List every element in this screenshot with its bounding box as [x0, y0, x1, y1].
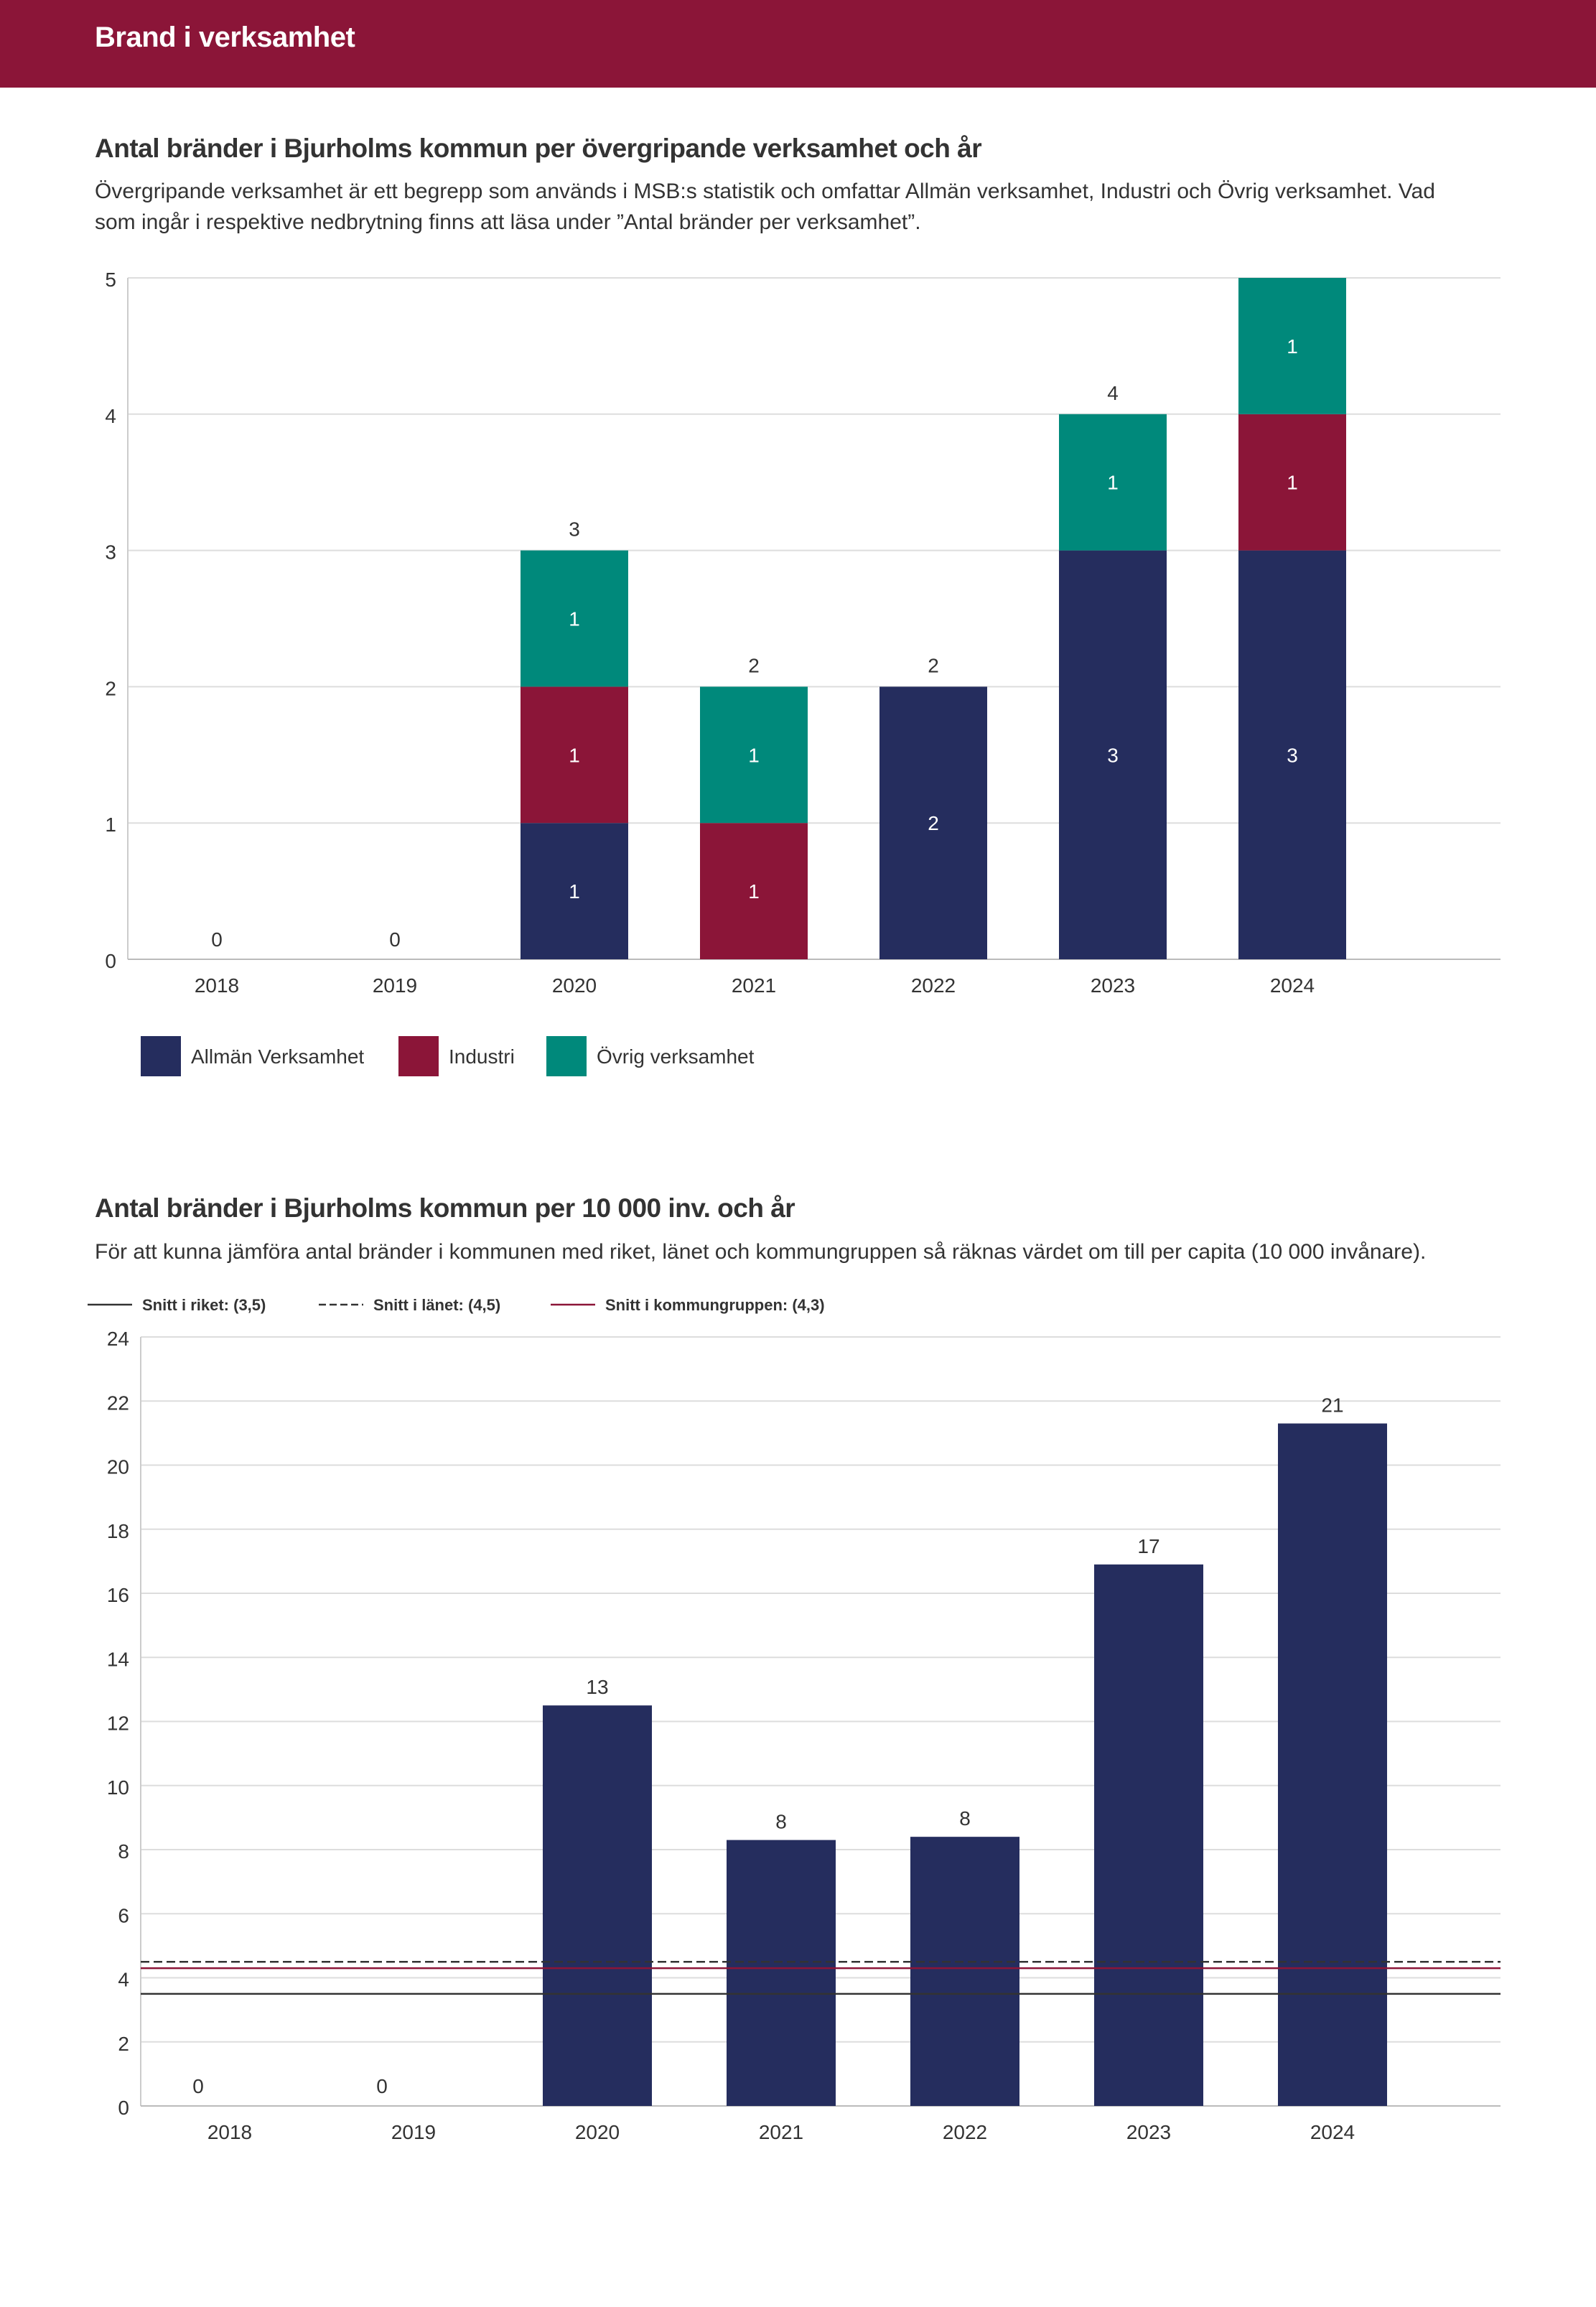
chart1-y-tick-label: 4	[105, 405, 116, 427]
chart1-bar-segment	[1059, 414, 1167, 551]
chart1-legend-label: Industri	[449, 1045, 515, 1068]
chart1-legend-label: Allmän Verksamhet	[191, 1045, 364, 1068]
chart2-y-tick-label: 24	[107, 1328, 129, 1350]
chart1-legend-swatch	[141, 1036, 181, 1076]
chart1-y-tick-label: 1	[105, 814, 116, 836]
chart2-description: För att kunna jämföra antal bränder i ko…	[95, 1240, 1427, 1264]
chart2-value-label: 0	[376, 2075, 388, 2097]
chart2-value-label: 0	[192, 2075, 204, 2097]
chart1-x-tick-label: 2020	[552, 974, 597, 997]
chart1-total-label: 2	[748, 654, 760, 676]
chart2-y-tick-label: 2	[118, 2033, 129, 2055]
chart1-legend: Allmän Verksamhet Industri Övrig verksamhe…	[141, 1036, 755, 1076]
chart1-segment-label: 2	[928, 812, 939, 834]
chart2-y-tick-label: 20	[107, 1456, 129, 1478]
chart1-segment-label: 1	[748, 744, 760, 766]
chart1-bar-segment	[1238, 414, 1346, 551]
chart2-reference-legend-label: Snitt i kommungruppen: (4,3)	[605, 1296, 825, 1314]
banner-title: Brand i verksamhet	[95, 22, 355, 53]
chart1-total-label: 2	[928, 654, 939, 676]
chart2-y-tick-label: 22	[107, 1392, 129, 1414]
chart1-bar-segment	[700, 823, 808, 959]
chart2-title: Antal bränder i Bjurholms kommun per 10 …	[95, 1193, 795, 1223]
chart2-reference-legend-label: Snitt i riket: (3,5)	[142, 1296, 266, 1314]
chart2-bar	[1094, 1564, 1203, 2106]
chart2-y-tick-label: 10	[107, 1776, 129, 1799]
chart2-value-label: 13	[586, 1676, 608, 1698]
chart2-bar	[910, 1837, 1019, 2106]
chart1-description-line1: Övergripande verksamhet är ett begrepp s…	[95, 180, 1435, 203]
chart1-x-tick-label: 2021	[732, 974, 776, 997]
chart1-segment-label: 3	[1107, 744, 1119, 766]
chart1-total-label: 4	[1107, 382, 1119, 404]
chart1-x-tick-label: 2018	[195, 974, 239, 997]
chart2-y-tick-label: 6	[118, 1904, 129, 1926]
chart1-bar-segment	[521, 550, 628, 687]
chart1-legend-label: Övrig verksamhet	[597, 1045, 755, 1068]
chart1-segment-label: 1	[569, 744, 580, 766]
chart2-reference-legend-label: Snitt i länet: (4,5)	[373, 1296, 500, 1314]
chart1-total-label: 0	[211, 928, 223, 951]
chart1-legend-swatch	[546, 1036, 587, 1076]
chart1-y-tick-label: 2	[105, 677, 116, 699]
chart2-x-tick-label: 2023	[1126, 2121, 1171, 2143]
chart1-x-tick-label: 2023	[1091, 974, 1135, 997]
chart1-stacked-bar: 0 1 2 3 4 5 0 2018 0 2019 1 1 1 3 2020 1 1 2 2021 2 2 2022 3 1 4…	[105, 269, 1501, 1076]
chart1-total-label: 0	[389, 928, 401, 951]
chart1-bar-segment	[521, 686, 628, 824]
chart2-y-tick-label: 14	[107, 1648, 129, 1670]
chart2-y-tick-label: 4	[118, 1969, 129, 1991]
chart1-segment-label: 1	[569, 608, 580, 630]
header-banner: Brand i verksamhet	[0, 0, 1596, 88]
chart1-y-tick-label: 3	[105, 541, 116, 564]
chart1-bar-segment	[1238, 550, 1346, 959]
chart1-x-tick-label: 2024	[1270, 974, 1315, 997]
chart2-value-label: 21	[1321, 1394, 1343, 1416]
chart2-x-tick-label: 2024	[1310, 2121, 1355, 2143]
chart1-total-label: 3	[569, 518, 580, 541]
chart1-legend-swatch	[398, 1036, 439, 1076]
chart2-y-tick-label: 12	[107, 1712, 129, 1735]
chart2-value-label: 8	[775, 1811, 787, 1833]
chart1-title: Antal bränder i Bjurholms kommun per öve…	[95, 134, 982, 163]
chart1-segment-label: 1	[1287, 472, 1298, 494]
chart2-value-label: 8	[959, 1807, 971, 1830]
chart1-segment-label: 3	[1287, 744, 1298, 766]
chart1-segment-label: 1	[1287, 335, 1298, 358]
chart2-y-tick-label: 0	[118, 2097, 129, 2119]
chart2-x-tick-label: 2022	[943, 2121, 987, 2143]
chart2-x-tick-label: 2021	[759, 2121, 803, 2143]
chart1-y-tick-label: 5	[105, 269, 116, 291]
chart1-x-tick-label: 2019	[373, 974, 417, 997]
chart2-x-tick-label: 2020	[575, 2121, 620, 2143]
chart2-reference-legend: Snitt i riket: (3,5) Snitt i länet: (4,5)…	[88, 1296, 825, 1314]
chart1-description: Övergripande verksamhet är ett begrepp s…	[95, 176, 1495, 238]
chart2-bar	[543, 1705, 652, 2106]
chart1-y-tick-label: 0	[105, 950, 116, 972]
chart2-y-tick-label: 16	[107, 1584, 129, 1606]
chart1-segment-label: 1	[569, 880, 580, 903]
chart2-x-tick-label: 2019	[391, 2121, 436, 2143]
chart2-bar	[1278, 1423, 1387, 2106]
chart1-bar-segment	[700, 686, 808, 824]
chart2-bar	[727, 1840, 836, 2106]
chart1-segment-label: 1	[748, 880, 760, 903]
chart2-y-tick-label: 8	[118, 1840, 129, 1863]
chart1-bar-segment	[879, 686, 987, 959]
chart2-y-tick-label: 18	[107, 1520, 129, 1542]
chart1-x-tick-label: 2022	[911, 974, 956, 997]
chart1-description-line2: som ingår i respektive nedbrytning finns…	[95, 210, 921, 234]
chart1-segment-label: 1	[1107, 472, 1119, 494]
chart1-bar-segment	[521, 823, 628, 959]
chart1-bar-segment	[1059, 550, 1167, 959]
chart2-x-tick-label: 2018	[207, 2121, 252, 2143]
chart2-value-label: 17	[1137, 1535, 1159, 1557]
chart1-bar-segment	[1238, 278, 1346, 414]
